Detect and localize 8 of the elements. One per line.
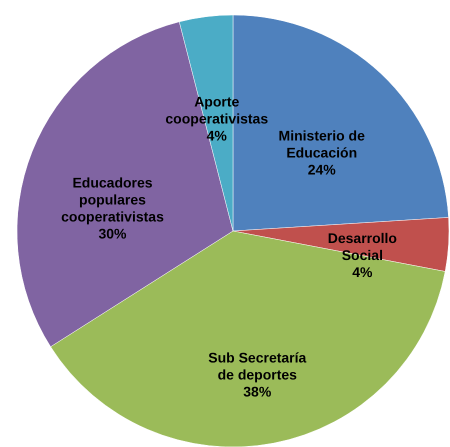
slice-label: Desarrollo Social: [328, 230, 397, 264]
slice-label: Educadores populares cooperativistas: [61, 174, 164, 224]
data-label: 30%: [98, 225, 128, 242]
data-label: 38%: [243, 383, 272, 400]
data-label: 24%: [308, 162, 336, 178]
slice-label: Sub Secretaría de deportes: [208, 349, 307, 382]
data-label: 4%: [352, 264, 374, 280]
slice-label: Ministerio de Educación: [278, 128, 366, 161]
